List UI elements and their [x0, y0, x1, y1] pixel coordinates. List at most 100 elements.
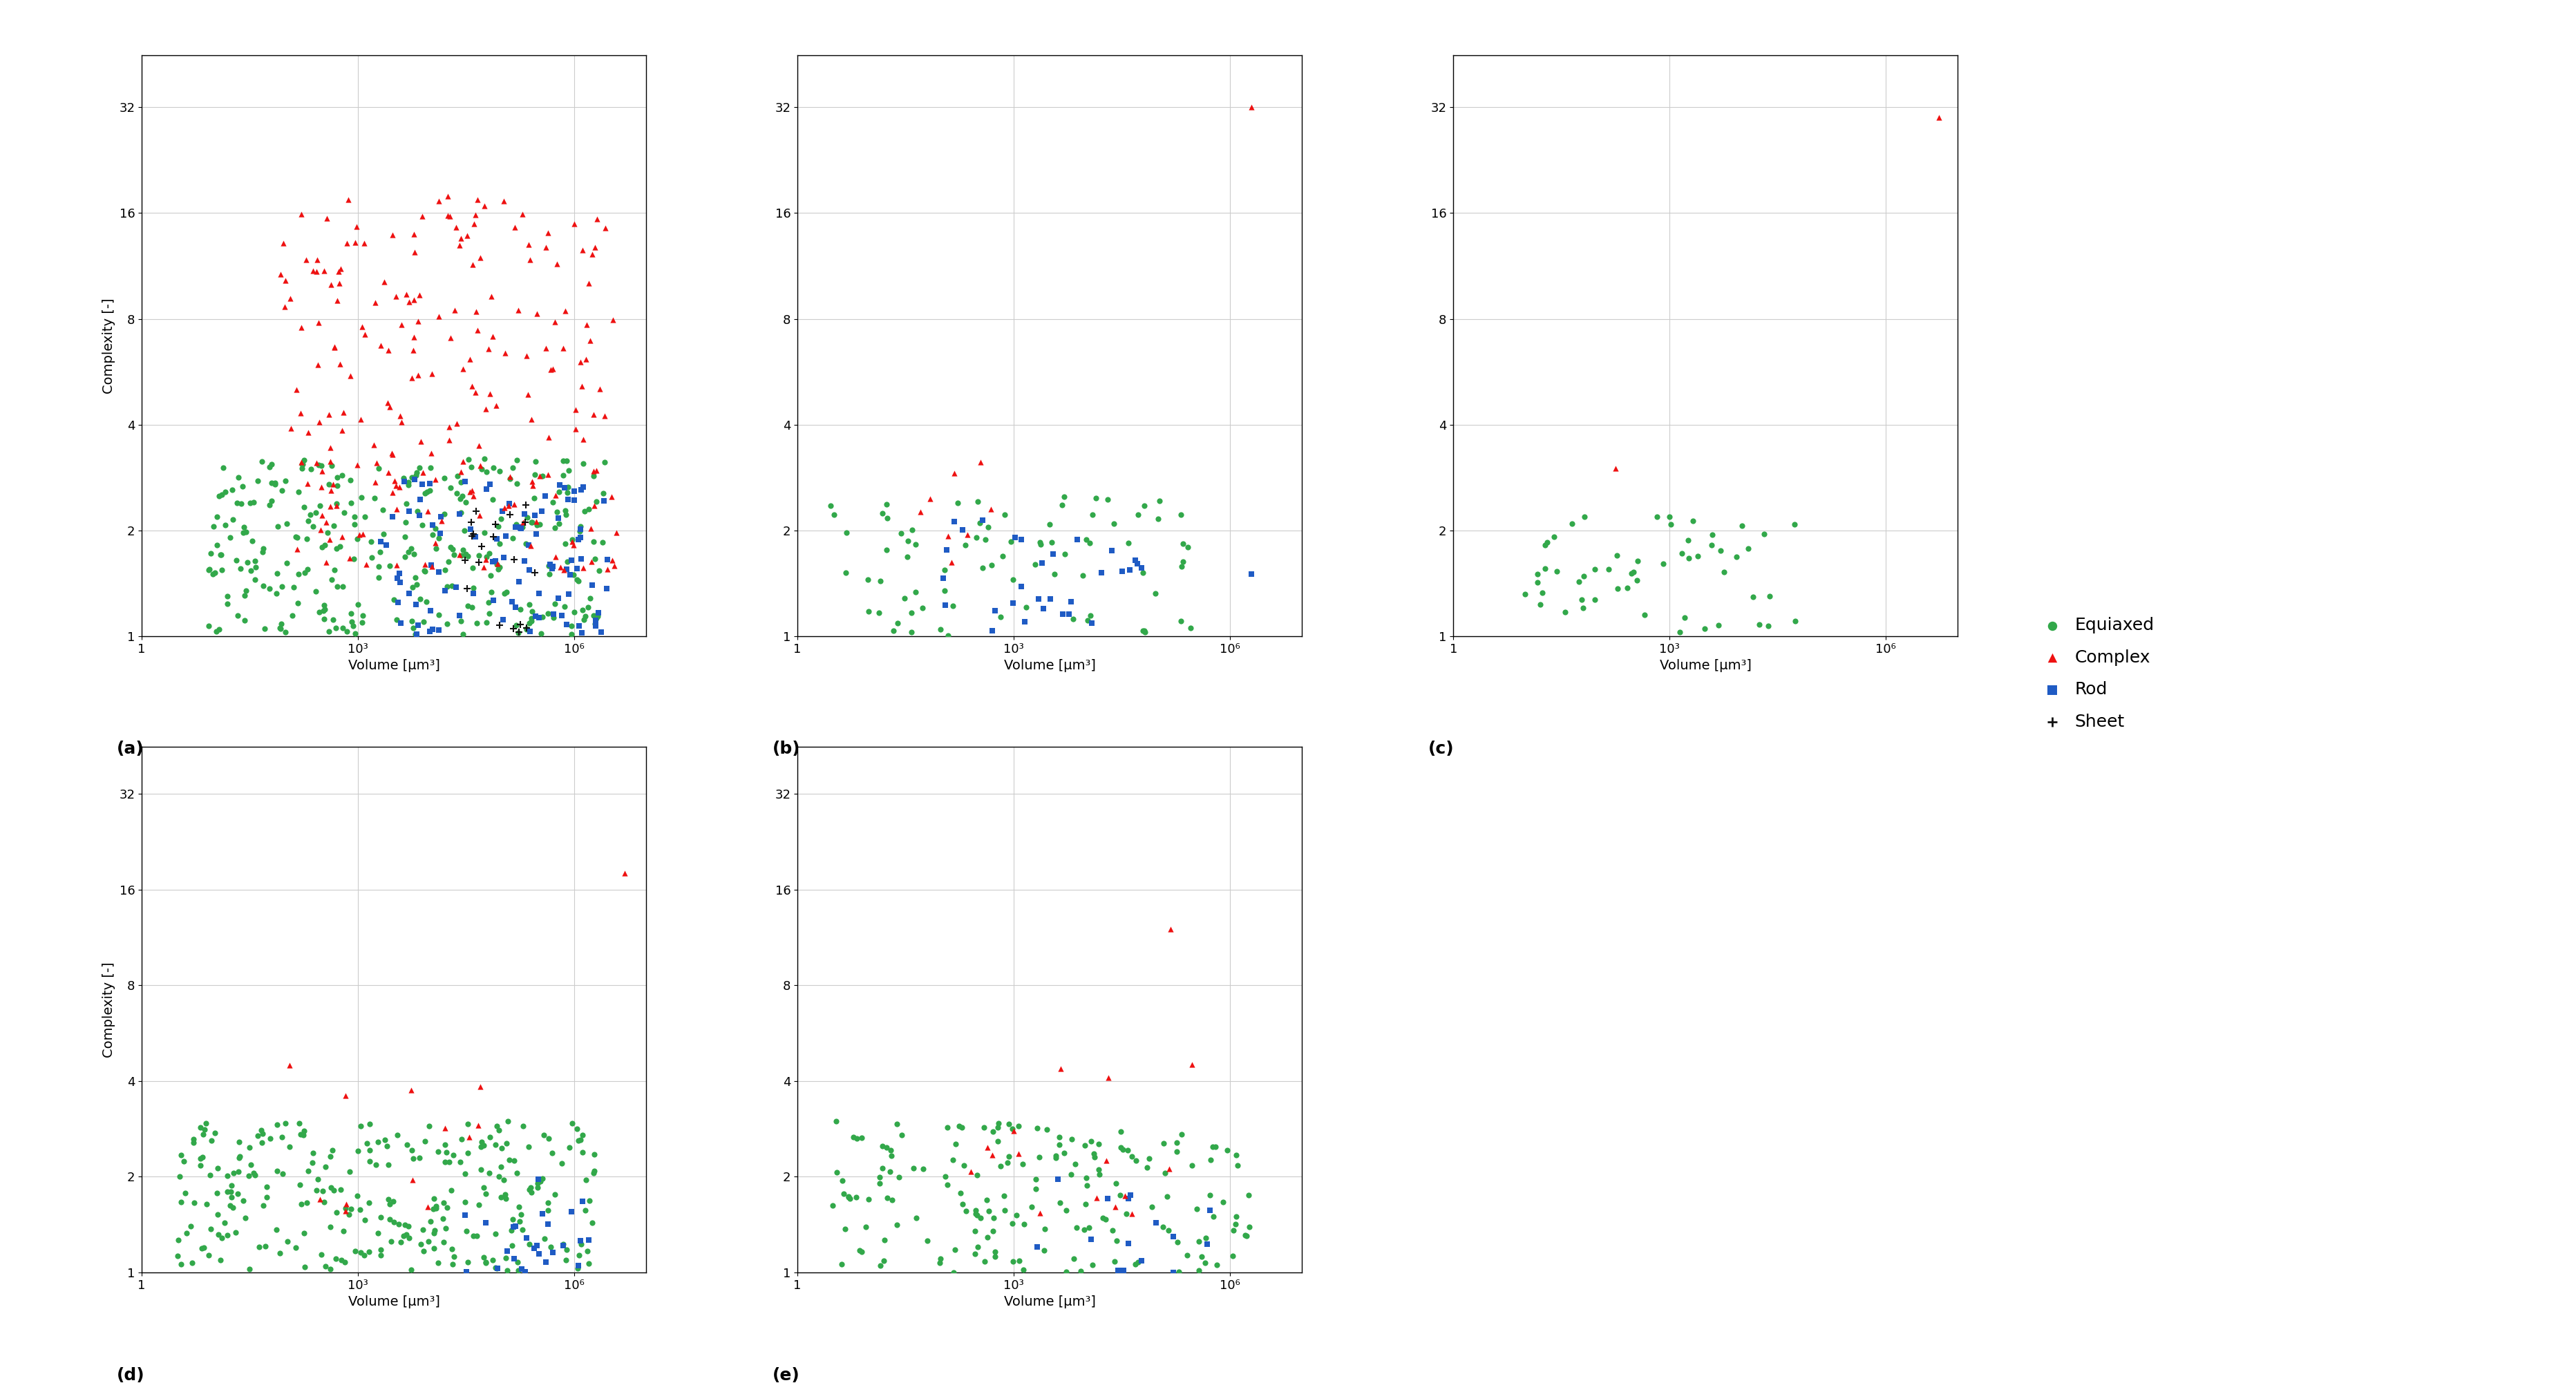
- Point: [371, 506, 412, 528]
- Point: [505, 1227, 546, 1249]
- Point: [863, 1249, 904, 1271]
- Point: [999, 575, 1041, 597]
- Point: [1613, 561, 1654, 584]
- Point: [451, 375, 492, 397]
- Point: [1177, 1259, 1218, 1281]
- Point: [484, 1169, 526, 1191]
- Point: [412, 443, 453, 465]
- Point: [381, 411, 422, 433]
- Point: [979, 606, 1020, 628]
- Point: [1664, 607, 1705, 629]
- Point: [314, 617, 355, 639]
- Point: [157, 1229, 198, 1252]
- Point: [265, 552, 307, 574]
- Point: [410, 599, 451, 621]
- Point: [497, 449, 538, 472]
- Point: [577, 491, 618, 513]
- Point: [361, 1238, 402, 1260]
- Point: [1038, 1134, 1079, 1156]
- Point: [415, 532, 456, 555]
- Point: [538, 481, 580, 503]
- Point: [404, 559, 446, 581]
- Point: [554, 600, 595, 622]
- Point: [283, 1120, 325, 1142]
- Point: [322, 401, 363, 423]
- Point: [827, 1185, 868, 1207]
- Point: [325, 1194, 366, 1216]
- Point: [1141, 1216, 1182, 1238]
- Point: [992, 1250, 1033, 1272]
- Point: [518, 1242, 559, 1264]
- Point: [502, 502, 544, 524]
- Point: [1721, 514, 1762, 537]
- Point: [562, 239, 603, 261]
- Point: [580, 621, 621, 643]
- Point: [1172, 1054, 1213, 1076]
- Point: [544, 595, 585, 617]
- Point: [884, 588, 925, 610]
- Point: [533, 1242, 574, 1264]
- Point: [829, 1188, 871, 1210]
- Point: [188, 1245, 229, 1267]
- Point: [440, 545, 482, 567]
- Point: [518, 1177, 559, 1199]
- Point: [523, 1167, 564, 1189]
- Point: [479, 532, 520, 555]
- Point: [466, 611, 507, 633]
- Point: [562, 621, 603, 643]
- Point: [935, 1239, 976, 1261]
- Point: [992, 1213, 1033, 1235]
- Point: [482, 1156, 523, 1178]
- Point: [420, 506, 461, 528]
- Point: [513, 512, 554, 534]
- Point: [824, 1218, 866, 1241]
- Point: [528, 555, 569, 577]
- Point: [425, 1117, 466, 1140]
- Point: [291, 1152, 332, 1174]
- Point: [335, 506, 376, 528]
- Point: [227, 552, 268, 574]
- Point: [824, 561, 866, 584]
- Point: [484, 1184, 526, 1206]
- Point: [193, 561, 234, 584]
- Point: [245, 1235, 286, 1257]
- Point: [1651, 513, 1692, 535]
- Point: [1030, 531, 1072, 553]
- Point: [863, 1158, 904, 1180]
- Point: [394, 224, 435, 246]
- Point: [443, 520, 484, 542]
- Point: [304, 534, 345, 556]
- Point: [258, 514, 299, 537]
- Point: [495, 216, 536, 238]
- Point: [459, 1194, 500, 1216]
- Point: [281, 203, 322, 225]
- Point: [1020, 532, 1061, 555]
- Point: [461, 1159, 502, 1181]
- Point: [963, 528, 1005, 550]
- Point: [577, 207, 618, 230]
- Point: [453, 556, 495, 578]
- Point: [569, 517, 611, 539]
- Point: [899, 501, 940, 523]
- Point: [461, 246, 502, 268]
- Point: [531, 491, 572, 513]
- Point: [933, 1261, 974, 1283]
- Point: [531, 557, 572, 579]
- Point: [469, 564, 510, 586]
- Point: [510, 1176, 551, 1198]
- Point: [397, 501, 438, 523]
- Point: [577, 560, 618, 582]
- Point: [927, 1116, 969, 1138]
- Point: [219, 557, 260, 579]
- Point: [925, 1166, 966, 1188]
- Point: [325, 1084, 366, 1106]
- Point: [464, 1134, 505, 1156]
- Point: [822, 1170, 863, 1192]
- Point: [933, 1149, 974, 1171]
- Point: [484, 496, 526, 519]
- Point: [958, 490, 999, 512]
- Point: [1108, 1232, 1149, 1254]
- Point: [1716, 545, 1757, 567]
- Point: [309, 1216, 350, 1238]
- Point: [1092, 539, 1133, 561]
